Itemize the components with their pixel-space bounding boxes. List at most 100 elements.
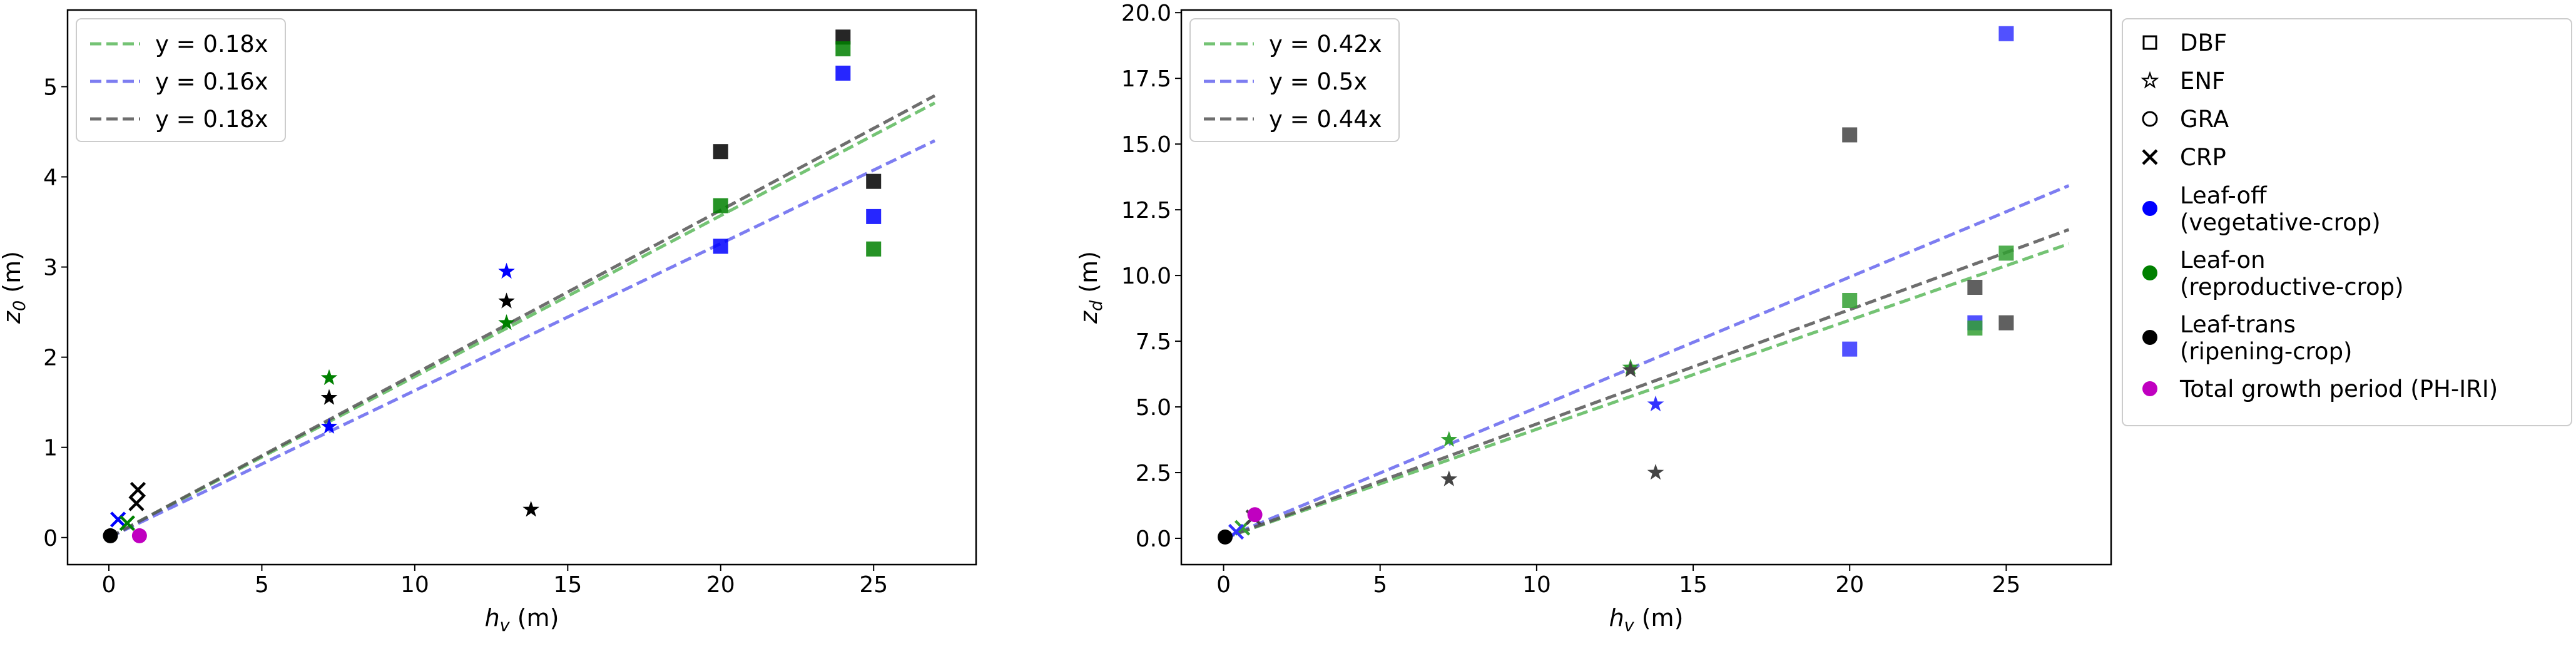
x-axis-label: hv (m): [1609, 604, 1684, 635]
data-point: [866, 208, 882, 224]
legend-label: Leaf-off: [2180, 182, 2268, 209]
y-tick-label: 7.5: [1136, 329, 1171, 355]
data-point: [498, 262, 515, 279]
legend-marker: [2142, 35, 2157, 50]
legend-label: Leaf-trans: [2180, 311, 2296, 338]
y-tick-label: 0.0: [1136, 526, 1171, 552]
legend-label: (vegetative-crop): [2180, 209, 2381, 236]
fit-legend-label: y = 0.18x: [155, 106, 268, 133]
data-point: [522, 501, 539, 517]
y-tick-label: 3: [43, 255, 58, 281]
data-point: [1622, 361, 1639, 377]
x-tick-label: 5: [1373, 572, 1387, 598]
x-tick-label: 25: [859, 572, 888, 598]
data-point: [1998, 315, 2014, 331]
data-point: [713, 198, 728, 213]
fit-legend: y = 0.42x y = 0.5x y = 0.44x: [1189, 18, 1400, 142]
x-tick-label: 15: [553, 572, 582, 598]
fit-line: [1223, 228, 2070, 540]
legend-marker: [2142, 265, 2157, 280]
data-point: [835, 65, 851, 81]
x-axis-label: hv (m): [485, 604, 559, 635]
x-tick-label: 20: [706, 572, 735, 598]
data-points: [1218, 26, 2014, 545]
data-point: [320, 389, 338, 405]
data-point: [1842, 292, 1858, 308]
fit-legend-label: y = 0.16x: [155, 68, 268, 95]
x-tick-label: 10: [400, 572, 429, 598]
legend-marker: [2142, 330, 2157, 345]
x-tick-label: 0: [1216, 572, 1231, 598]
data-point: [1967, 320, 1983, 336]
legend-marker: [2142, 111, 2158, 127]
y-tick-label: 5.0: [1136, 395, 1171, 421]
legend-marker: [2142, 201, 2157, 216]
legend-label: ENF: [2180, 68, 2225, 95]
shared-legend: DBF ENF GRA CRP Leaf-off(vegetative-crop) Lea…: [2122, 18, 2572, 426]
data-point: [498, 292, 515, 309]
fit-legend-frame: [1189, 18, 1400, 142]
x-tick-label: 15: [1679, 572, 1708, 598]
fit-line: [108, 139, 936, 540]
data-point: [1647, 395, 1664, 412]
legend-label: (ripening-crop): [2180, 338, 2353, 365]
right-panel-zd-plot: 0 5 10 15 20 25 0.0 2.5 5.0 7.5 10.0 12.5 15.0 17.5 20…: [1075, 1, 2112, 635]
fit-line: [1223, 242, 2070, 540]
y-tick-label: 0: [43, 526, 58, 551]
legend-marker: [2142, 149, 2158, 165]
data-point: [1842, 127, 1858, 143]
fit-legend-frame: [76, 18, 286, 142]
plot-frame: [1180, 9, 2112, 566]
fit-legend-label: y = 0.5x: [1269, 68, 1367, 95]
data-point: [130, 481, 146, 498]
fit-legend: y = 0.18x y = 0.16x y = 0.18x: [76, 18, 286, 142]
data-point: [835, 41, 851, 56]
legend-label: GRA: [2180, 106, 2229, 133]
x-tick-label: 0: [102, 572, 116, 598]
y-tick-label: 10.0: [1121, 264, 1171, 289]
legend-label: DBF: [2180, 29, 2227, 56]
y-tick-label: 5: [43, 74, 58, 100]
data-point: [128, 495, 145, 511]
y-axis-label: zd (m): [1075, 251, 1106, 324]
data-point: [498, 314, 515, 331]
y-tick-label: 12.5: [1121, 198, 1171, 223]
y-axis-label: z0 (m): [0, 251, 29, 324]
fit-lines: [1223, 184, 2070, 540]
data-point: [320, 369, 338, 386]
data-point: [1440, 470, 1458, 486]
fit-lines: [108, 94, 936, 540]
legend-marker: [2142, 381, 2157, 396]
legend-label: Total growth period (PH-IRI): [2179, 376, 2498, 402]
data-point: [1247, 507, 1263, 523]
data-point: [1440, 431, 1458, 447]
data-point: [866, 173, 882, 189]
y-tick-label: 1: [43, 436, 58, 461]
legend-marker: [2141, 71, 2159, 89]
data-point: [1647, 464, 1664, 480]
fit-legend-label: y = 0.44x: [1269, 106, 1382, 133]
data-point: [103, 528, 118, 543]
y-tick-label: 4: [43, 165, 58, 191]
legend-label: (reproductive-crop): [2180, 274, 2404, 300]
data-point: [1998, 245, 2014, 261]
data-point: [713, 238, 728, 254]
y-tick-label: 20.0: [1121, 1, 1171, 26]
y-tick-label: 17.5: [1121, 66, 1171, 92]
data-point: [1842, 341, 1858, 357]
data-point: [320, 418, 338, 434]
x-tick-label: 20: [1835, 572, 1864, 598]
data-point: [1218, 529, 1233, 545]
x-tick-label: 25: [1992, 572, 2020, 598]
data-point: [1967, 280, 1983, 295]
y-tick-label: 2.5: [1136, 461, 1171, 486]
x-tick-label: 10: [1522, 572, 1551, 598]
data-point: [713, 144, 728, 160]
fit-line: [108, 94, 936, 539]
data-point: [119, 515, 135, 531]
data-points: [103, 29, 882, 543]
fit-line: [1223, 184, 2070, 540]
shared-legend-frame: [2122, 18, 2572, 426]
